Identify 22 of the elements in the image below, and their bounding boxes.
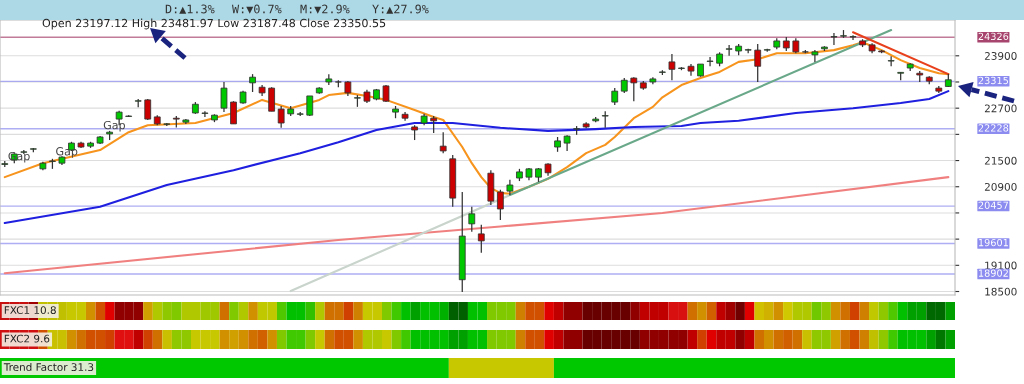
chart-title: Trend Factor 31.3 — [3, 362, 94, 372]
annotation: Gap — [103, 120, 125, 132]
chart-subtitle: Open 23197.12 High 23481.97 Low 23187.48 Close 23350.55 — [42, 18, 386, 30]
y-tick-label: 21500 — [984, 156, 1017, 165]
ref-line-label: 22228 — [978, 124, 1009, 132]
ref-line-label: 19601 — [978, 238, 1008, 247]
y-tick-label: 20900 — [984, 182, 1017, 191]
ref-line-label: 24326 — [978, 32, 1009, 41]
ref-line-label: 20457 — [978, 201, 1009, 209]
y-tick-label: 18500 — [985, 287, 1017, 296]
ref-line-label: 18902 — [978, 269, 1008, 277]
text: Y:▲27.9% — [372, 4, 429, 14]
ref-line-label: 23315 — [978, 76, 1008, 85]
annotation: Gap — [56, 147, 78, 158]
chart-title: FXC1 10.8 — [4, 306, 56, 315]
text: W:▼0.7% — [232, 4, 282, 14]
text: M:▼2.9% — [300, 4, 350, 14]
y-tick-label: 19100 — [985, 261, 1017, 270]
y-tick-label: 23900 — [984, 52, 1017, 60]
chart-title: FXC2 9.6 — [4, 334, 50, 343]
text: D:▲1.3% — [165, 4, 215, 14]
y-tick-label: 22700 — [984, 104, 1017, 113]
